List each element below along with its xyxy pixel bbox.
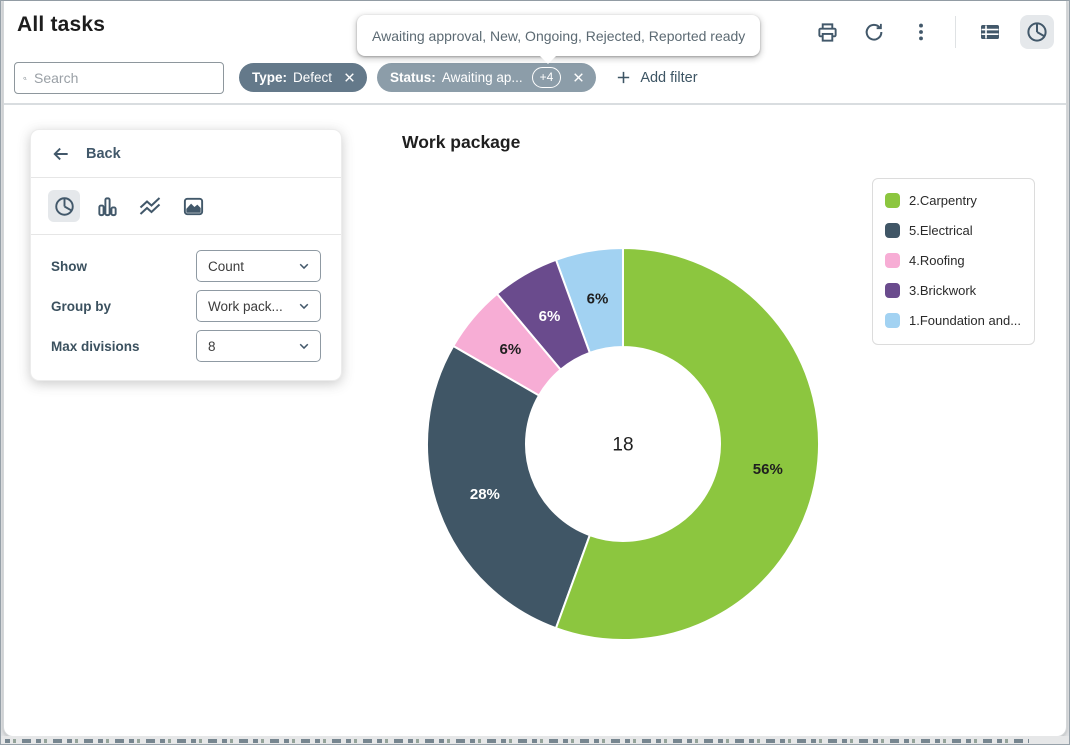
filter-value: Awaiting ap...	[441, 70, 523, 85]
filter-chips: Type: Defect Status: Awaiting ap... +4 A…	[239, 63, 698, 92]
filter-value: Defect	[293, 70, 333, 85]
page-title: All tasks	[17, 13, 106, 36]
chevron-down-icon	[299, 343, 309, 350]
filter-chip-type[interactable]: Type: Defect	[239, 63, 368, 92]
max-divisions-select-value: 8	[208, 338, 216, 354]
print-button[interactable]	[810, 15, 844, 49]
filter-name: Type:	[252, 70, 288, 85]
max-divisions-select[interactable]: 8	[196, 330, 321, 362]
legend-item[interactable]: 4.Roofing	[885, 250, 1022, 271]
status-filter-tooltip: Awaiting approval, New, Ongoing, Rejecte…	[357, 15, 761, 64]
main-window: All tasks	[3, 1, 1067, 737]
close-icon	[345, 73, 354, 82]
kebab-menu-icon	[919, 23, 923, 41]
group-by-label: Group by	[51, 298, 111, 314]
donut-chart: 18 56% 28% 6% 6% 6%	[425, 246, 821, 642]
chevron-down-icon	[299, 303, 309, 310]
search-input[interactable]	[34, 70, 215, 86]
legend-label: 2.Carpentry	[909, 193, 977, 208]
close-icon	[574, 73, 584, 82]
cutoff-content-strip	[1, 736, 1069, 744]
chart-title: Work package	[402, 132, 521, 152]
show-label: Show	[51, 258, 87, 274]
add-filter-button[interactable]: Add filter	[615, 69, 698, 86]
add-filter-label: Add filter	[640, 69, 698, 86]
show-select[interactable]: Count	[196, 250, 321, 282]
legend-label: 4.Roofing	[909, 253, 965, 268]
table-view-icon	[981, 25, 999, 39]
legend-swatch	[885, 193, 900, 208]
segment-percent-label: 6%	[500, 341, 522, 358]
group-by-select[interactable]: Work pack...	[196, 290, 321, 322]
legend-swatch	[885, 253, 900, 268]
search-box	[14, 62, 224, 94]
legend-swatch	[885, 223, 900, 238]
filter-chip-status[interactable]: Status: Awaiting ap... +4	[377, 63, 597, 92]
chart-options-form: Show Count Group by Work pack... Max div…	[31, 235, 341, 380]
back-button[interactable]: Back	[31, 130, 341, 178]
back-label: Back	[86, 145, 121, 162]
segment-percent-label: 6%	[587, 291, 609, 308]
more-menu-button[interactable]	[904, 15, 938, 49]
toolbar-divider	[955, 16, 956, 48]
legend-label: 5.Electrical	[909, 223, 973, 238]
remove-filter-button[interactable]	[572, 71, 585, 84]
donut-segment[interactable]	[554, 246, 820, 641]
legend-item[interactable]: 2.Carpentry	[885, 190, 1022, 211]
chart-type-pie-button[interactable]	[48, 190, 80, 222]
filter-more-count-badge[interactable]: +4	[531, 67, 562, 88]
donut-segment[interactable]	[495, 258, 592, 372]
donut-segment[interactable]	[426, 344, 592, 630]
show-select-value: Count	[208, 258, 245, 274]
segment-percent-label: 56%	[753, 461, 783, 478]
table-view-button[interactable]	[973, 15, 1007, 49]
filter-name: Status:	[390, 70, 436, 85]
refresh-button[interactable]	[857, 15, 891, 49]
legend-swatch	[885, 283, 900, 298]
legend-item[interactable]: 5.Electrical	[885, 220, 1022, 241]
plus-icon	[618, 71, 630, 84]
chart-type-bar-button[interactable]	[91, 190, 123, 222]
chart-type-selector	[31, 178, 341, 235]
donut-center-total: 18	[612, 435, 633, 456]
search-icon	[23, 76, 27, 80]
remove-filter-button[interactable]	[343, 71, 356, 84]
print-icon	[817, 22, 837, 42]
area-chart-icon	[183, 197, 203, 215]
segment-percent-label: 6%	[539, 308, 561, 325]
chevron-down-icon	[299, 263, 309, 270]
chart-view-button[interactable]	[1020, 15, 1054, 49]
refresh-icon	[865, 23, 883, 41]
max-divisions-label: Max divisions	[51, 338, 140, 354]
legend-label: 3.Brickwork	[909, 283, 977, 298]
legend-label: 1.Foundation and...	[909, 313, 1022, 328]
pie-chart-icon	[1027, 22, 1047, 42]
pie-chart-icon	[54, 196, 74, 216]
segment-percent-label: 28%	[470, 486, 500, 503]
line-chart-icon	[139, 197, 161, 215]
bar-chart-icon	[97, 196, 117, 216]
header-toolbar	[810, 15, 1054, 49]
chart-legend: 2.Carpentry 5.Electrical 4.Roofing 3.Bri…	[872, 178, 1035, 345]
donut-segment[interactable]	[451, 292, 563, 397]
chart-type-area-button[interactable]	[177, 190, 209, 222]
legend-item[interactable]: 3.Brickwork	[885, 280, 1022, 301]
legend-swatch	[885, 313, 900, 328]
back-arrow-icon	[53, 147, 68, 160]
chart-settings-panel: Back	[30, 129, 342, 381]
chart-type-line-button[interactable]	[134, 190, 166, 222]
group-by-select-value: Work pack...	[208, 298, 283, 314]
legend-item[interactable]: 1.Foundation and...	[885, 310, 1022, 331]
